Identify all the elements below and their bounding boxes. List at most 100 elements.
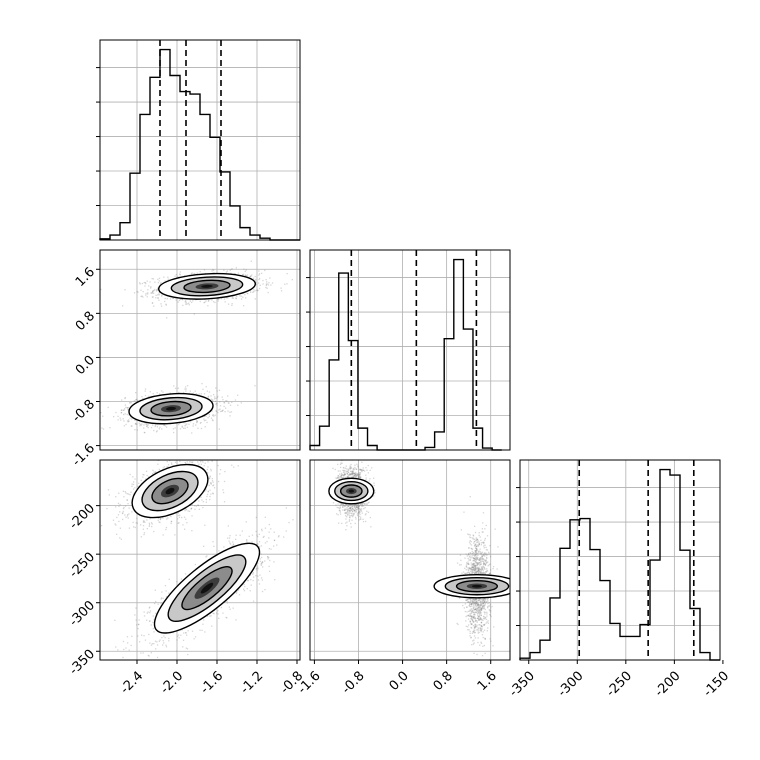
scatter-point bbox=[203, 418, 205, 420]
scatter-point bbox=[259, 546, 261, 548]
scatter-point bbox=[148, 525, 150, 527]
histogram-panel-1 bbox=[306, 249, 511, 451]
scatter-point bbox=[210, 482, 212, 485]
scatter-point bbox=[151, 302, 154, 304]
scatter-point bbox=[243, 305, 245, 307]
scatter-point bbox=[216, 298, 219, 300]
scatter-point bbox=[215, 402, 218, 405]
scatter-point bbox=[237, 404, 239, 406]
scatter-point bbox=[244, 585, 246, 588]
scatter-point bbox=[256, 567, 258, 570]
scatter-point bbox=[265, 286, 267, 289]
scatter-point bbox=[141, 282, 143, 285]
scatter-point bbox=[174, 461, 177, 463]
scatter-point bbox=[218, 428, 220, 430]
scatter-point bbox=[157, 287, 159, 289]
scatter-point bbox=[135, 399, 137, 401]
scatter-point bbox=[181, 299, 184, 301]
scatter-point bbox=[208, 415, 210, 418]
scatter-point bbox=[232, 543, 235, 545]
scatter-point bbox=[212, 399, 214, 401]
scatter-point bbox=[156, 656, 159, 659]
density-peak bbox=[201, 284, 213, 288]
scatter-point bbox=[182, 524, 184, 526]
scatter-point bbox=[152, 424, 154, 426]
scatter-point bbox=[129, 417, 131, 419]
scatter-point bbox=[156, 426, 158, 428]
scatter-point bbox=[117, 415, 119, 417]
scatter-point bbox=[191, 393, 193, 395]
scatter-point bbox=[126, 515, 129, 517]
scatter-point bbox=[219, 401, 221, 403]
scatter-point bbox=[158, 521, 160, 523]
scatter-point bbox=[156, 289, 158, 291]
scatter-point bbox=[119, 511, 121, 513]
scatter-point bbox=[143, 520, 145, 522]
scatter-point bbox=[185, 390, 187, 392]
scatter-point bbox=[115, 496, 117, 498]
scatter-point bbox=[201, 460, 203, 462]
scatter-point bbox=[192, 423, 195, 425]
scatter-point bbox=[220, 298, 223, 300]
scatter-point bbox=[264, 542, 267, 544]
scatter-point bbox=[261, 530, 263, 532]
scatter-point bbox=[145, 478, 147, 480]
scatter-point bbox=[224, 301, 226, 303]
scatter-point bbox=[246, 539, 248, 541]
scatter-point bbox=[129, 402, 131, 404]
scatter-point bbox=[162, 597, 164, 599]
histogram-step-line bbox=[519, 468, 720, 661]
scatter-point bbox=[201, 383, 203, 385]
scatter-point bbox=[216, 397, 219, 399]
scatter-point bbox=[161, 428, 163, 430]
scatter-point bbox=[120, 538, 122, 540]
scatter-point bbox=[152, 393, 154, 395]
scatter-point bbox=[236, 295, 238, 298]
scatter-point bbox=[223, 501, 226, 503]
scatter-point bbox=[192, 461, 194, 463]
scatter-point bbox=[145, 423, 148, 425]
scatter-point bbox=[151, 302, 154, 304]
scatter-point bbox=[219, 408, 221, 410]
scatter-point bbox=[217, 298, 219, 300]
scatter-point bbox=[165, 646, 168, 648]
scatter-point bbox=[115, 506, 117, 508]
scatter-point bbox=[211, 410, 213, 412]
scatter-point bbox=[179, 514, 181, 516]
scatter-point bbox=[205, 386, 207, 388]
scatter-point bbox=[184, 528, 186, 530]
scatter-point bbox=[223, 269, 225, 271]
scatter-point bbox=[166, 466, 168, 468]
scatter-point bbox=[144, 521, 146, 523]
scatter-point bbox=[127, 406, 129, 409]
scatter-point bbox=[226, 297, 228, 299]
scatter-point bbox=[229, 404, 232, 406]
scatter-point bbox=[179, 422, 181, 425]
scatter-point bbox=[131, 483, 133, 485]
scatter-point bbox=[212, 400, 214, 402]
scatter-point bbox=[251, 274, 253, 276]
scatter-point bbox=[207, 461, 209, 463]
scatter-point bbox=[177, 518, 179, 520]
scatter-point bbox=[260, 577, 263, 579]
scatter-point bbox=[140, 479, 142, 481]
scatter-point bbox=[123, 420, 125, 422]
scatter-point bbox=[255, 575, 257, 577]
scatter-point bbox=[157, 517, 160, 519]
scatter-point bbox=[184, 461, 186, 464]
scatter-point bbox=[161, 295, 163, 297]
scatter-point bbox=[197, 504, 199, 506]
scatter-point bbox=[200, 496, 202, 498]
scatter-point bbox=[164, 297, 166, 300]
scatter-point bbox=[262, 561, 264, 564]
scatter-point bbox=[199, 271, 201, 273]
scatter-point bbox=[197, 461, 199, 463]
scatter-point bbox=[130, 402, 132, 404]
scatter-point bbox=[242, 296, 244, 298]
scatter-point bbox=[169, 460, 171, 462]
scatter-point bbox=[149, 610, 152, 612]
scatter-point bbox=[185, 509, 188, 511]
scatter-point bbox=[118, 492, 120, 494]
scatter-point bbox=[133, 526, 135, 528]
scatter-point bbox=[163, 642, 165, 644]
